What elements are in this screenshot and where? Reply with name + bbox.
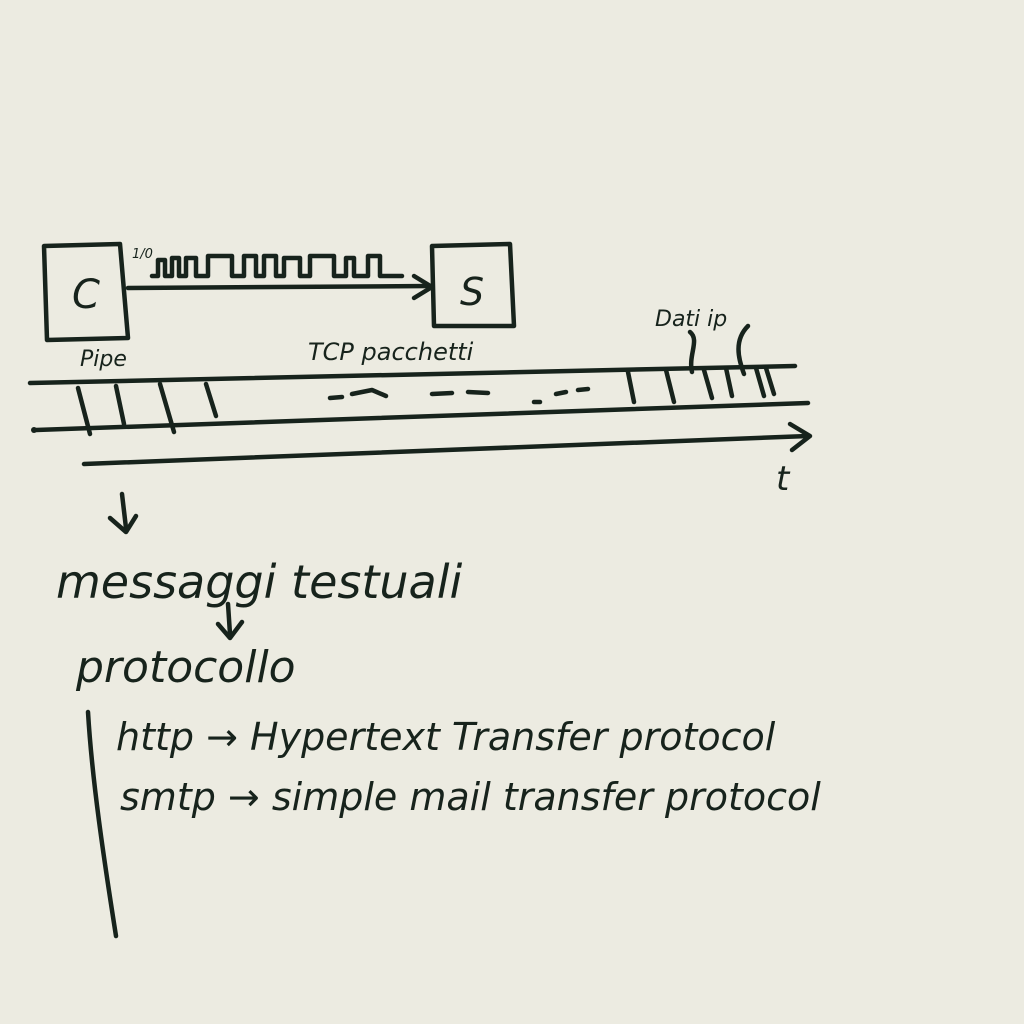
list-bracket [85,709,119,939]
data-ip-label: Dati ip [655,307,727,332]
signal-waveform: 1/0 [125,247,435,301]
data-ip-pointer-2 [736,323,751,377]
protocol-item-http: http → Hypertext Transfer protocol [116,715,776,759]
time-axis: t [81,421,813,499]
client-label: C [72,272,100,318]
time-axis-label: t [776,459,791,499]
protocol-item-smtp: smtp → simple mail transfer protocol [120,775,821,819]
packet-ticks-left [75,381,219,437]
packet-dashes [327,386,591,405]
signal-label: 1/0 [132,247,153,262]
packet-ticks-right [625,365,777,405]
server-box: S [429,241,517,329]
down-arrow-1 [107,491,139,535]
client-box: C [41,241,131,343]
protocols-text: protocollo [75,642,296,693]
messages-text: messaggi testuali [56,555,462,609]
tcp-label: TCP pacchetti [308,338,474,366]
server-label: S [460,270,484,314]
pipe-label: Pipe [80,347,127,372]
down-arrow-2 [215,601,245,641]
